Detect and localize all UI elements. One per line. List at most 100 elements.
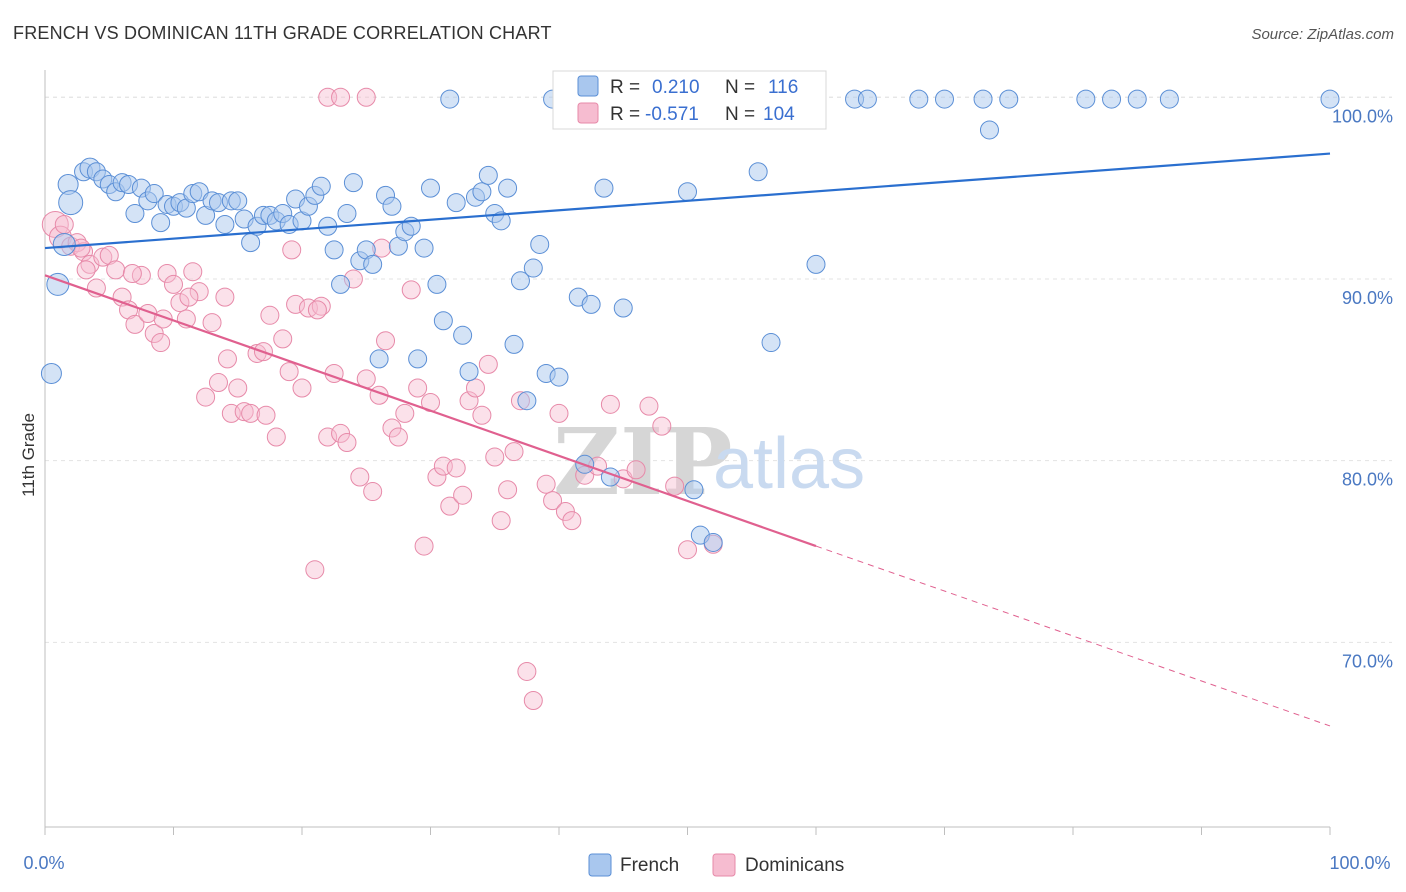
french-point [446,193,466,213]
dominicans-point [408,378,428,398]
dominicans-point [498,480,518,500]
bottom-legend-swatch-french[interactable] [588,853,612,877]
french-point [510,271,530,291]
french-point [1320,89,1340,109]
dominicans-point [76,260,96,280]
dominicans-point [446,458,466,478]
dominicans-point [228,378,248,398]
french-point [523,258,543,278]
french-point [491,211,511,231]
dominicans-point [427,467,447,487]
dominicans-point [286,294,306,314]
bottom-legend-swatch-dominicans[interactable] [712,853,736,877]
french-point [748,162,768,182]
french-point [343,173,363,193]
dominicans-point [376,331,396,351]
dominicans-point [485,447,505,467]
french-point [369,349,389,369]
dominicans-point [491,511,511,531]
french-trend-line [44,152,1331,250]
trend-lines [44,152,1331,727]
dominicans-point [414,536,434,556]
bottom-legend-label-french[interactable]: French [620,855,679,876]
french-point [517,391,537,411]
dominicans-point [318,427,338,447]
dominicans-point [363,482,383,502]
french-point [331,274,351,294]
y-tick-label: 100.0% [1332,106,1393,126]
dominicans-point [307,300,327,320]
dominicans-point [208,373,228,393]
french-point [1159,89,1179,109]
dominicans-point [665,476,685,496]
dominicans-point [453,485,473,505]
y-tick-label: 90.0% [1342,288,1393,308]
dominicans-point [260,305,280,325]
dominicans-point [241,403,261,423]
y-tick-labels: 70.0% 80.0% 90.0% 100.0% [1332,106,1393,671]
french-point [498,178,518,198]
french-point [40,362,62,384]
french-point [311,176,331,196]
dominicans-point [472,405,492,425]
french-point [189,182,209,202]
dominicans-point [125,314,145,334]
french-point [52,232,76,256]
french-point [228,191,248,211]
dominicans-point [215,287,235,307]
french-point [1076,89,1096,109]
french-point [421,178,440,198]
dominicans-point [388,427,408,447]
y-tick-label: 70.0% [1342,651,1393,671]
french-point [1127,89,1147,109]
dominicans-point [356,87,376,107]
french-point [337,204,357,224]
gridlines [45,96,1392,643]
legend-swatch-dominicans [577,102,599,124]
french-point [241,233,261,253]
dominicans-point [122,264,142,284]
french-point [58,190,84,216]
dominicans-point [337,433,357,452]
french-point [472,182,492,202]
french-point [703,532,723,552]
bottom-legend-label-dominicans[interactable]: Dominicans [745,855,844,876]
dominicans-point [54,214,74,234]
dominicans-point [217,349,237,369]
dominicans-point [600,394,620,414]
dominicans-point [549,403,569,423]
dominicans-point [157,264,177,284]
dominicans-point [465,378,485,398]
french-point [909,89,929,109]
french-point [478,165,498,185]
legend-n-value-french: 116 [768,77,798,98]
x-tick-label-min: 0.0% [23,853,64,873]
french-point [504,334,524,354]
french-points [40,89,1340,552]
legend-n-label-dominicans: N = [725,104,755,125]
legend-n-value-dominicans: 104 [763,104,795,125]
french-point [151,213,171,233]
french-point [215,214,235,234]
dominicans-point [626,460,646,480]
axes [44,70,1331,835]
dominicans-point [234,402,254,422]
dominicans-point [478,354,498,374]
french-point [530,234,550,254]
dominicans-point [279,362,299,382]
dominicans-point [350,467,370,487]
dominicans-point [562,511,582,531]
french-point [1102,89,1122,109]
bottom-legend: French Dominicans [588,853,844,877]
legend-r-label-dominicans: R = [610,104,640,125]
dominicans-point [504,442,524,462]
dominicans-point [536,474,556,494]
dominicans-point [401,280,421,300]
dominicans-point [256,405,276,425]
y-axis-label: 11th Grade [19,413,38,497]
french-point [999,89,1019,109]
french-point [440,89,460,109]
dominicans-point [183,262,203,282]
dominicans-point [523,691,543,711]
